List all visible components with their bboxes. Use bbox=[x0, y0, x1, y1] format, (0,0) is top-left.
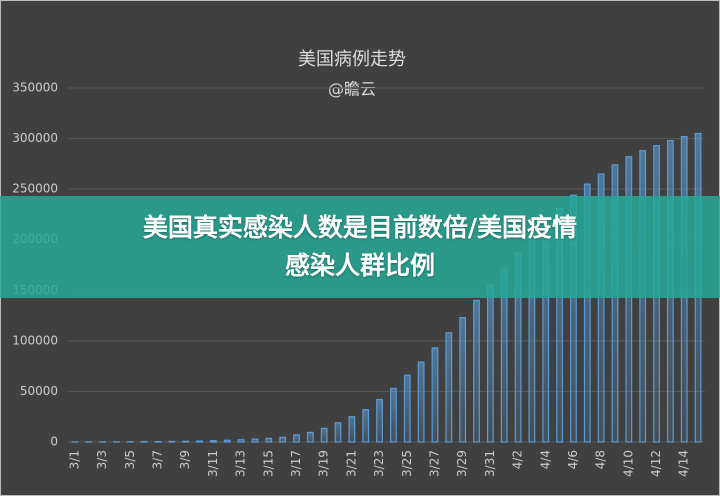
bar bbox=[597, 173, 605, 443]
bar bbox=[196, 440, 203, 443]
bar bbox=[348, 416, 356, 443]
x-tick-label: 3/9 bbox=[178, 450, 192, 469]
bar bbox=[417, 361, 425, 443]
bar bbox=[279, 436, 287, 443]
bar bbox=[306, 431, 314, 443]
bar bbox=[320, 427, 328, 443]
bar bbox=[168, 440, 176, 443]
x-tick-label: 3/11 bbox=[206, 450, 220, 477]
bar bbox=[486, 284, 494, 443]
x-tick-label: 4/4 bbox=[538, 450, 552, 469]
bar bbox=[223, 439, 231, 443]
x-tick-label: 4/14 bbox=[677, 450, 691, 477]
bar bbox=[570, 194, 577, 443]
bar bbox=[182, 440, 190, 443]
bar bbox=[431, 347, 439, 443]
bar bbox=[445, 332, 453, 443]
y-tick-label: 300000 bbox=[12, 131, 58, 145]
x-tick-label: 3/23 bbox=[372, 450, 386, 477]
x-tick-label: 4/8 bbox=[594, 450, 608, 469]
x-tick-label: 4/10 bbox=[621, 450, 635, 477]
bar bbox=[293, 434, 300, 443]
banner: 美国真实感染人数是目前数倍/美国疫情 感染人群比例 bbox=[0, 196, 720, 298]
chart-subtitle: @瞻云 bbox=[328, 80, 376, 99]
x-tick-label: 3/13 bbox=[234, 450, 248, 477]
x-tick-label: 4/6 bbox=[566, 450, 580, 469]
y-tick-label: 50000 bbox=[20, 384, 58, 398]
x-tick-label: 3/27 bbox=[427, 450, 441, 477]
x-tick-label: 3/31 bbox=[483, 450, 497, 477]
x-tick-label: 3/21 bbox=[344, 450, 358, 477]
x-tick-label: 3/15 bbox=[261, 450, 275, 477]
y-tick-label: 100000 bbox=[12, 333, 58, 347]
bar bbox=[473, 299, 480, 443]
bar bbox=[265, 437, 273, 443]
x-tick-label: 4/2 bbox=[511, 450, 525, 469]
chart-title: 美国病例走势 bbox=[298, 49, 406, 70]
banner-line: 感染人群比例 bbox=[284, 251, 435, 280]
x-tick-label: 3/5 bbox=[123, 450, 137, 469]
bar bbox=[362, 409, 370, 443]
bar bbox=[625, 156, 633, 443]
x-tick-label: 3/3 bbox=[95, 450, 109, 469]
bar bbox=[334, 422, 342, 443]
bar bbox=[237, 439, 245, 443]
bar bbox=[251, 438, 259, 443]
x-tick-label: 3/7 bbox=[151, 450, 165, 469]
bar bbox=[210, 440, 217, 443]
banner-line: 美国真实感染人数是目前数倍/美国疫情 bbox=[142, 213, 578, 242]
bar bbox=[390, 387, 397, 443]
x-tick-label: 3/17 bbox=[289, 450, 303, 477]
bar bbox=[459, 316, 467, 443]
x-tick-label: 3/1 bbox=[67, 450, 81, 469]
x-tick-label: 3/19 bbox=[317, 450, 331, 477]
y-tick-label: 250000 bbox=[12, 182, 58, 196]
y-tick-label: 350000 bbox=[12, 81, 58, 95]
bar bbox=[583, 183, 591, 443]
bar bbox=[403, 374, 411, 443]
x-tick-label: 3/29 bbox=[455, 450, 469, 477]
bar bbox=[611, 164, 619, 443]
y-tick-label: 0 bbox=[50, 435, 58, 449]
bar bbox=[376, 398, 383, 443]
x-tick-label: 4/12 bbox=[649, 450, 663, 477]
x-tick-label: 3/25 bbox=[400, 450, 414, 477]
